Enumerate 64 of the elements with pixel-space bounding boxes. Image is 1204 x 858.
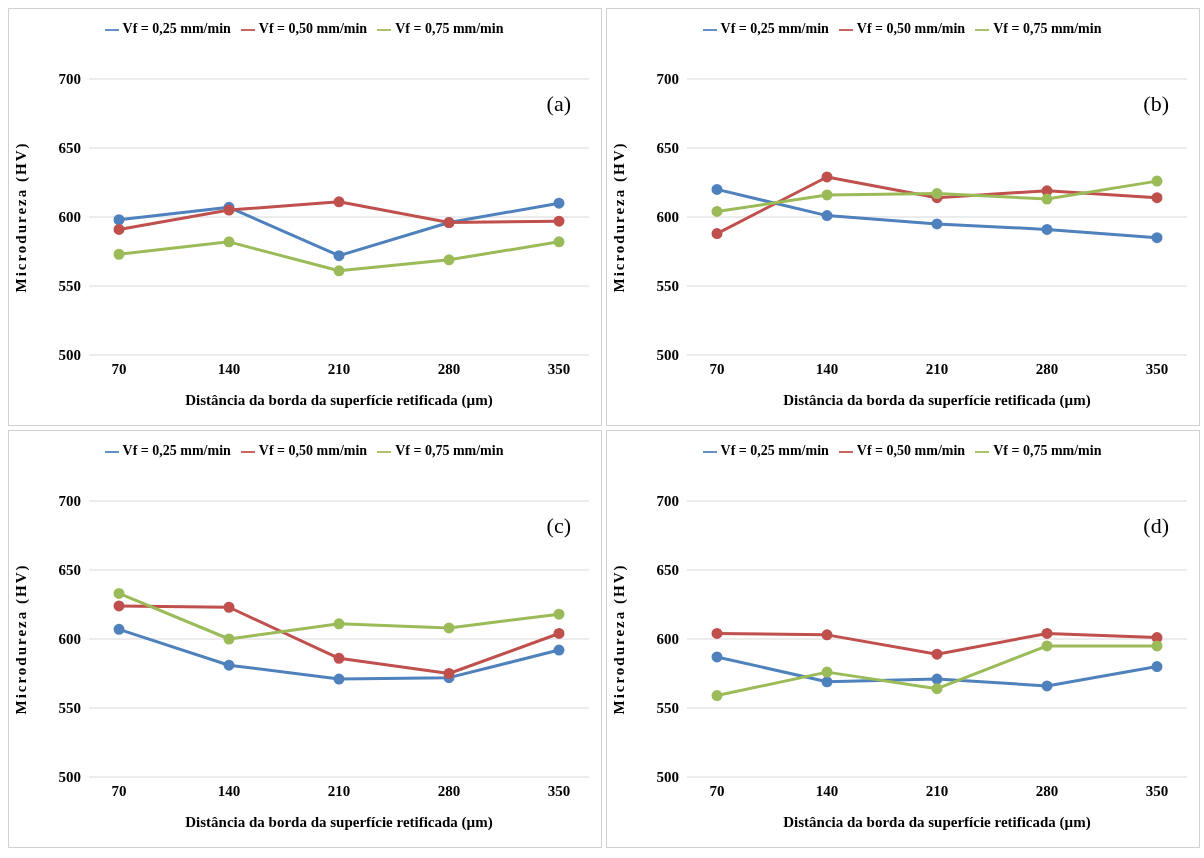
annotation: (b) xyxy=(1143,91,1169,117)
x-tick-label: 210 xyxy=(327,360,351,377)
y-tick-label: 600 xyxy=(656,209,679,226)
x-tick-label: 210 xyxy=(925,360,949,377)
legend-label: Vf = 0,50 mm/min xyxy=(856,443,966,458)
x-axis-title: Distância da borda da superfície retificada (µm) xyxy=(783,814,1091,831)
y-axis-title: Microdureza (HV) xyxy=(13,563,31,715)
annotation: (d) xyxy=(1143,513,1169,539)
y-tick-label: 500 xyxy=(58,347,81,364)
x-tick-label: 140 xyxy=(815,782,839,799)
x-tick-label: 210 xyxy=(327,782,351,799)
legend-label: Vf = 0,50 mm/min xyxy=(856,21,966,36)
y-tick-label: 700 xyxy=(58,71,81,88)
y-tick-label: 700 xyxy=(58,493,81,510)
legend-label: Vf = 0,25 mm/min xyxy=(122,443,231,458)
y-axis-title: Microdureza (HV) xyxy=(13,141,31,293)
legend-label: Vf = 0,75 mm/min xyxy=(395,443,504,458)
x-tick-label: 70 xyxy=(111,782,127,799)
x-axis-title: Distância da borda da superfície retificada (µm) xyxy=(185,392,493,409)
y-tick-label: 600 xyxy=(58,209,81,226)
y-tick-label: 600 xyxy=(656,631,679,648)
y-axis-title: Microdureza (HV) xyxy=(611,141,629,293)
x-axis-title: Distância da borda da superfície retificada (µm) xyxy=(783,392,1091,409)
x-tick-label: 350 xyxy=(1145,782,1169,799)
x-tick-label: 350 xyxy=(547,782,571,799)
y-tick-label: 550 xyxy=(58,700,81,717)
x-tick-label: 350 xyxy=(547,360,571,377)
y-tick-label: 550 xyxy=(58,278,81,295)
x-tick-label: 210 xyxy=(925,782,949,799)
y-tick-label: 700 xyxy=(656,493,679,510)
y-tick-label: 500 xyxy=(656,769,679,786)
y-tick-label: 500 xyxy=(656,347,679,364)
annotation: (a) xyxy=(546,91,571,117)
y-tick-label: 550 xyxy=(656,700,679,717)
x-tick-label: 70 xyxy=(111,360,127,377)
y-tick-label: 650 xyxy=(656,562,679,579)
legend-label: Vf = 0,50 mm/min xyxy=(258,443,368,458)
x-tick-label: 140 xyxy=(815,360,839,377)
y-tick-label: 650 xyxy=(58,140,81,157)
legend-label: Vf = 0,75 mm/min xyxy=(395,21,504,36)
x-tick-label: 350 xyxy=(1145,360,1169,377)
x-axis-title: Distância da borda da superfície retificada (µm) xyxy=(185,814,493,831)
x-tick-label: 140 xyxy=(217,782,241,799)
legend-label: Vf = 0,25 mm/min xyxy=(720,21,829,36)
x-tick-label: 280 xyxy=(437,782,461,799)
legend-label: Vf = 0,75 mm/min xyxy=(993,443,1102,458)
x-tick-label: 70 xyxy=(709,360,725,377)
y-tick-label: 500 xyxy=(58,769,81,786)
x-tick-label: 140 xyxy=(217,360,241,377)
legend-label: Vf = 0,50 mm/min xyxy=(258,21,368,36)
y-tick-label: 550 xyxy=(656,278,679,295)
x-tick-label: 280 xyxy=(1035,782,1059,799)
legend-label: Vf = 0,25 mm/min xyxy=(122,21,231,36)
annotation: (c) xyxy=(546,513,571,539)
legend-label: Vf = 0,25 mm/min xyxy=(720,443,829,458)
y-axis-title: Microdureza (HV) xyxy=(611,563,629,715)
y-tick-label: 600 xyxy=(58,631,81,648)
y-tick-label: 650 xyxy=(58,562,81,579)
x-tick-label: 70 xyxy=(709,782,725,799)
x-tick-label: 280 xyxy=(437,360,461,377)
legend-label: Vf = 0,75 mm/min xyxy=(993,21,1102,36)
y-tick-label: 700 xyxy=(656,71,679,88)
x-tick-label: 280 xyxy=(1035,360,1059,377)
y-tick-label: 650 xyxy=(656,140,679,157)
